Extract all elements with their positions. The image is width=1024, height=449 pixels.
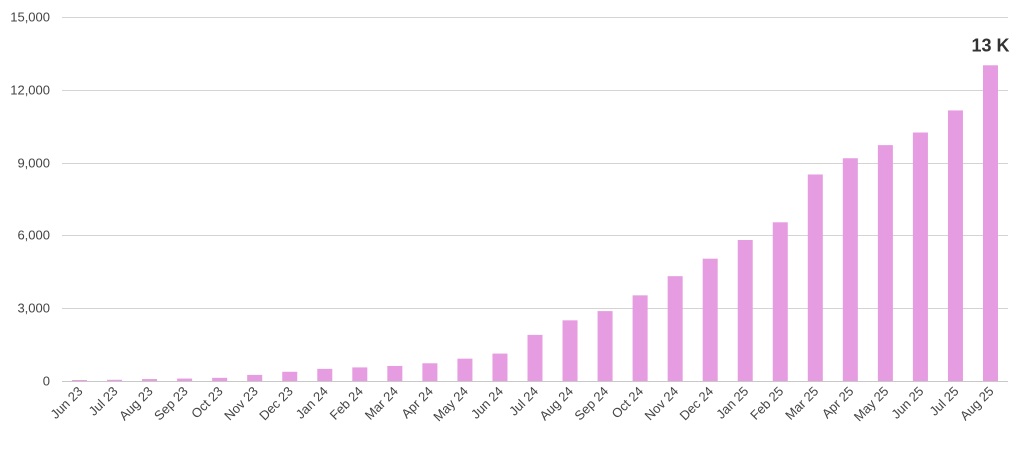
y-tick-label: 6,000 [17, 228, 50, 243]
bar [247, 374, 263, 381]
bar [317, 368, 333, 381]
bar [667, 276, 683, 381]
gridlines [62, 17, 1008, 382]
y-tick-label: 0 [43, 374, 50, 389]
y-tick-label: 12,000 [10, 83, 50, 98]
x-tick-label: Oct 23 [188, 384, 226, 422]
bar [72, 380, 88, 381]
bar [527, 334, 543, 381]
x-tick-label: Mar 25 [782, 384, 821, 423]
x-tick-label: May 25 [851, 384, 892, 425]
x-tick-label: Jun 23 [47, 384, 85, 422]
x-tick-label: Feb 24 [327, 384, 366, 423]
x-tick-label: Dec 24 [677, 384, 717, 424]
x-tick-label: Aug 25 [957, 384, 997, 424]
x-tick-label: Apr 25 [819, 384, 857, 422]
y-axis-tick-labels: 0 3,000 6,000 9,000 12,000 15,000 [10, 10, 50, 389]
bar [807, 174, 823, 381]
bar [947, 110, 963, 381]
x-tick-label: Apr 24 [398, 384, 436, 422]
x-tick-label: Nov 23 [221, 384, 261, 424]
x-tick-label: Sep 23 [151, 384, 191, 424]
bar [492, 353, 508, 381]
x-tick-label: Aug 24 [536, 384, 576, 424]
bars [72, 65, 998, 382]
bar [422, 363, 438, 381]
annotations: 13 K [971, 35, 1009, 55]
bar [842, 158, 858, 381]
bar [457, 358, 473, 381]
y-tick-label: 3,000 [17, 301, 50, 316]
bar [772, 222, 788, 381]
bar [982, 65, 998, 382]
peak-value-label: 13 K [971, 35, 1009, 55]
x-tick-label: Nov 24 [642, 384, 682, 424]
x-tick-label: May 24 [430, 384, 471, 425]
bar [632, 295, 648, 381]
y-tick-label: 15,000 [10, 10, 50, 25]
bar [597, 311, 613, 381]
x-tick-label: Jun 24 [468, 384, 506, 422]
bar [282, 371, 298, 381]
y-tick-label: 9,000 [17, 156, 50, 171]
bar [177, 378, 193, 381]
bar [912, 132, 928, 381]
x-tick-label: Jun 25 [888, 384, 926, 422]
x-tick-label: Sep 24 [571, 384, 611, 424]
bar [737, 240, 753, 381]
x-tick-label: Aug 23 [116, 384, 156, 424]
x-tick-label: Jan 24 [293, 384, 331, 422]
x-tick-label: Mar 24 [362, 384, 401, 423]
bar [562, 320, 578, 381]
x-tick-label: Feb 25 [747, 384, 786, 423]
x-tick-label: Jan 25 [713, 384, 751, 422]
bar [352, 367, 368, 381]
x-tick-label: Oct 24 [609, 384, 647, 422]
bar [212, 377, 228, 381]
bar [877, 145, 893, 381]
bar [142, 379, 158, 381]
bar [107, 379, 123, 381]
x-tick-label: Dec 23 [256, 384, 296, 424]
bar [387, 365, 403, 381]
bar [702, 258, 718, 381]
